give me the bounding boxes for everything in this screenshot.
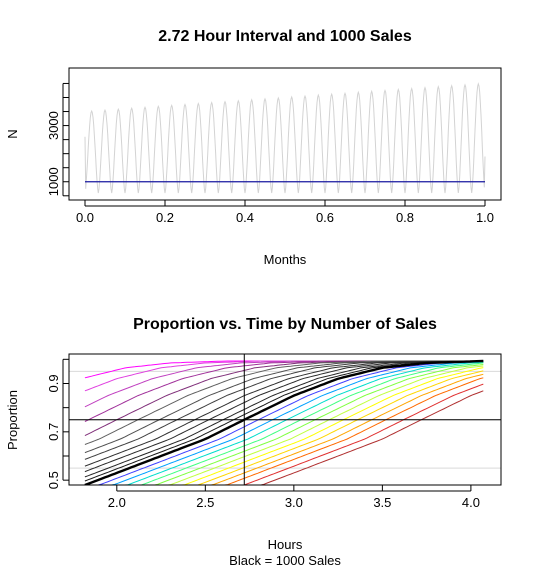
chart-1-y-tick-label: 1000 — [46, 167, 61, 196]
chart-1-x-tick-label: 0.2 — [156, 210, 174, 225]
chart-1-frame — [68, 67, 502, 201]
chart-2-y-axis: 0.5 0.7 0.9 — [46, 358, 69, 489]
chart-1-x-axis: 0.0 0.2 0.4 0.6 0.8 1.0 — [76, 200, 494, 225]
chart-2-sales-curve — [84, 361, 484, 485]
chart-2-x-tick-label: 3.0 — [285, 495, 303, 510]
chart-2-sales-curve — [84, 360, 484, 460]
chart-1-x-tick-label: 0.6 — [316, 210, 334, 225]
chart-1-title: 2.72 Hour Interval and 1000 Sales — [158, 28, 412, 45]
chart-2-x-label: Hours — [268, 537, 303, 552]
chart-1-demand-series — [84, 82, 486, 194]
chart-2-y-label: Proportion — [5, 390, 20, 450]
chart-2-y-tick-label: 0.9 — [46, 374, 61, 392]
chart-2-sales-curve — [84, 383, 484, 485]
chart-1-plot-area — [84, 82, 486, 194]
chart-1-x-tick-label: 0.0 — [76, 210, 94, 225]
chart-2-sales-curve — [84, 365, 484, 485]
chart-2-title: Proportion vs. Time by Number of Sales — [133, 316, 437, 333]
chart-2-highlight-curve — [84, 359, 484, 485]
chart-1-y-axis: 1000 3000 — [46, 82, 69, 197]
chart-2-sales-curve — [84, 377, 484, 485]
chart-2-curves — [84, 359, 484, 485]
chart-2: Proportion vs. Time by Number of Sales 2… — [5, 316, 502, 568]
chart-2-sales-curve — [84, 362, 484, 485]
chart-2-sales-curve — [84, 361, 484, 485]
chart-2-sales-curve — [84, 390, 484, 485]
chart-2-x-tick-label: 3.5 — [373, 495, 391, 510]
chart-2-sales-curve — [84, 373, 484, 485]
chart-1-x-label: Months — [264, 252, 307, 267]
chart-2-frame — [68, 353, 502, 486]
chart-2-x-tick-label: 4.0 — [462, 495, 480, 510]
chart-2-x-tick-label: 2.0 — [108, 495, 126, 510]
chart-1-y-label: N — [5, 129, 20, 138]
chart-2-x-tick-label: 2.5 — [196, 495, 214, 510]
chart-2-sales-curve — [84, 370, 484, 485]
chart-2-x-axis: 2.0 2.5 3.0 3.5 4.0 — [108, 485, 480, 510]
chart-1-x-tick-label: 1.0 — [476, 210, 494, 225]
chart-2-sales-curve — [84, 360, 484, 445]
chart-2-y-tick-label: 0.7 — [46, 423, 61, 441]
chart-1: 2.72 Hour Interval and 1000 Sales 0.0 0.2… — [5, 28, 502, 267]
chart-2-plot-area — [69, 354, 501, 485]
chart-1-x-tick-label: 0.4 — [236, 210, 254, 225]
chart-1-y-tick-label: 3000 — [46, 111, 61, 140]
chart-1-x-tick-label: 0.8 — [396, 210, 414, 225]
chart-2-y-tick-label: 0.5 — [46, 471, 61, 489]
chart-2-sales-curve — [84, 367, 484, 485]
chart-2-sales-curve — [84, 364, 484, 485]
chart-2-sales-curve — [84, 362, 484, 485]
chart-2-caption: Black = 1000 Sales — [229, 553, 341, 568]
